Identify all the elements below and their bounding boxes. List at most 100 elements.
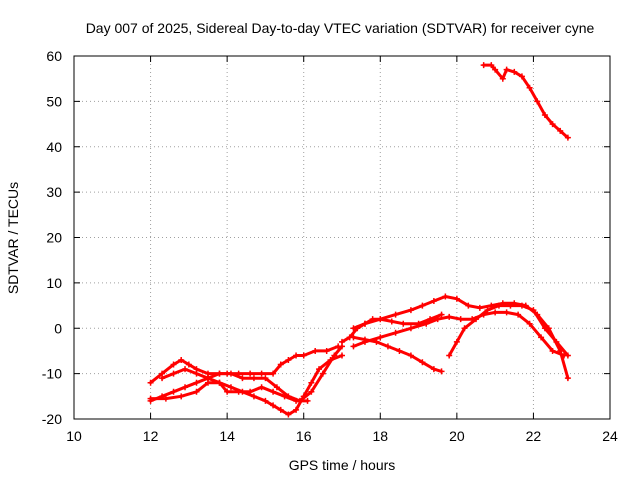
data-point [453,295,460,302]
data-point [293,352,300,359]
data-point [285,411,292,418]
data-point [304,397,311,404]
series-track-5 [159,366,311,404]
data-point [216,379,223,386]
y-tick-label: 10 [46,275,62,291]
data-point [461,325,468,332]
data-point [193,370,200,377]
data-point [511,68,518,75]
data-point [541,111,548,118]
y-tick-label: 50 [46,93,62,109]
data-point [354,325,361,332]
series-track-8 [350,334,445,375]
data-point [377,334,384,341]
data-point [185,361,192,368]
data-point [361,336,368,343]
data-point [178,393,185,400]
series-layer [147,62,571,418]
data-point [250,375,257,382]
data-point [323,347,330,354]
data-point [159,375,166,382]
data-point [480,62,487,69]
data-point [350,343,357,350]
data-point [495,302,502,309]
data-point [205,375,211,382]
data-point [170,388,177,395]
data-point [419,359,426,366]
data-point [224,388,231,395]
series-track-9 [446,302,571,359]
data-point [453,338,460,345]
data-point [147,397,154,404]
data-point [484,307,491,314]
data-point [216,370,223,377]
data-point [293,397,300,404]
data-point [503,309,510,316]
data-point [499,75,506,82]
data-point [339,338,345,345]
data-point [285,357,292,364]
data-point [277,361,284,368]
series-track-10 [339,311,445,345]
x-tick-label: 20 [449,428,465,444]
data-point [507,302,514,309]
data-point [553,338,560,345]
data-point [270,370,277,377]
data-point [549,347,556,354]
data-point [427,316,434,323]
data-point [564,352,571,359]
data-point [400,320,407,327]
data-point [430,366,437,373]
data-point [308,379,315,386]
data-point [247,388,254,395]
data-point [316,366,323,373]
y-tick-label: 60 [46,48,62,64]
data-point [182,366,189,373]
chart-title: Day 007 of 2025, Sidereal Day-to-day VTE… [86,20,595,36]
data-point [193,388,200,395]
data-point [492,66,499,73]
data-point [270,402,277,409]
data-point [178,357,185,364]
data-point [300,352,307,359]
data-point [492,309,499,316]
x-tick-label: 12 [143,428,159,444]
data-point [170,370,177,377]
x-tick-label: 10 [66,428,82,444]
data-point [438,368,445,375]
data-point [373,338,380,345]
data-point [515,311,522,318]
y-tick-label: 30 [46,184,62,200]
data-point [457,316,464,323]
data-point [281,393,288,400]
data-point [384,343,391,350]
data-point [369,316,376,323]
data-point [262,375,269,382]
data-point [407,325,414,332]
data-point [564,134,571,141]
data-point [488,62,495,69]
data-point [247,370,254,377]
data-point [518,73,525,80]
data-point [407,307,414,314]
x-tick-label: 16 [296,428,312,444]
grid [74,56,610,419]
data-point [377,316,384,323]
data-point [534,98,541,105]
data-point [564,375,571,382]
data-point [339,352,345,359]
data-point [293,406,300,413]
data-point [312,347,319,354]
data-point [526,84,533,91]
data-point [446,313,453,320]
data-point [549,121,556,128]
data-point [227,370,234,377]
data-point [388,318,395,325]
data-point [162,395,169,402]
data-point [262,397,269,404]
data-point [446,352,453,359]
y-tick-label: 40 [46,139,62,155]
y-axis-label: SDTVAR / TECUs [5,182,21,294]
data-point [465,302,472,309]
